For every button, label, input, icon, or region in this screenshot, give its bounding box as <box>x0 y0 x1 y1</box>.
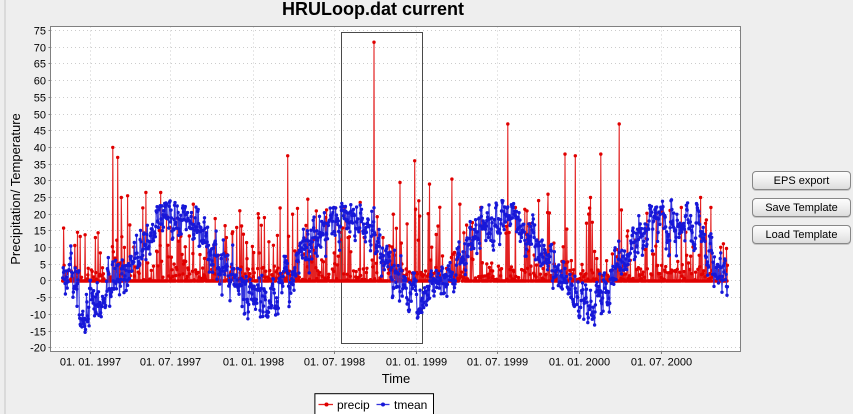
svg-text:15: 15 <box>34 225 46 237</box>
svg-text:50: 50 <box>34 109 46 121</box>
svg-text:20: 20 <box>34 209 46 221</box>
svg-text:70: 70 <box>34 42 46 54</box>
svg-text:01. 01. 1999: 01. 01. 1999 <box>386 357 447 369</box>
svg-text:01. 07. 2000: 01. 07. 2000 <box>631 357 692 369</box>
svg-text:10: 10 <box>34 242 46 254</box>
svg-text:precip: precip <box>337 398 370 412</box>
svg-text:55: 55 <box>34 92 46 104</box>
svg-text:65: 65 <box>34 58 46 70</box>
svg-text:35: 35 <box>34 159 46 171</box>
svg-text:HRULoop.dat current: HRULoop.dat current <box>282 0 464 19</box>
svg-text:25: 25 <box>34 192 46 204</box>
svg-text:01. 01. 2000: 01. 01. 2000 <box>549 357 610 369</box>
svg-text:-10: -10 <box>30 309 46 321</box>
svg-text:01. 07. 1999: 01. 07. 1999 <box>467 357 528 369</box>
svg-text:01. 07. 1998: 01. 07. 1998 <box>304 357 365 369</box>
svg-text:0: 0 <box>40 275 46 287</box>
svg-text:Precipitation/ Temperature: Precipitation/ Temperature <box>8 113 23 265</box>
svg-text:-15: -15 <box>30 326 46 338</box>
svg-text:60: 60 <box>34 75 46 87</box>
svg-text:tmean: tmean <box>394 398 427 412</box>
svg-text:-20: -20 <box>30 342 46 354</box>
svg-text:Time: Time <box>382 371 410 386</box>
svg-text:-5: -5 <box>36 292 46 304</box>
svg-text:75: 75 <box>34 25 46 37</box>
svg-text:01. 01. 1997: 01. 01. 1997 <box>60 357 121 369</box>
svg-text:30: 30 <box>34 175 46 187</box>
svg-text:01. 07. 1997: 01. 07. 1997 <box>140 357 201 369</box>
svg-text:45: 45 <box>34 125 46 137</box>
svg-text:5: 5 <box>40 259 46 271</box>
svg-text:01. 01. 1998: 01. 01. 1998 <box>223 357 284 369</box>
svg-text:40: 40 <box>34 142 46 154</box>
